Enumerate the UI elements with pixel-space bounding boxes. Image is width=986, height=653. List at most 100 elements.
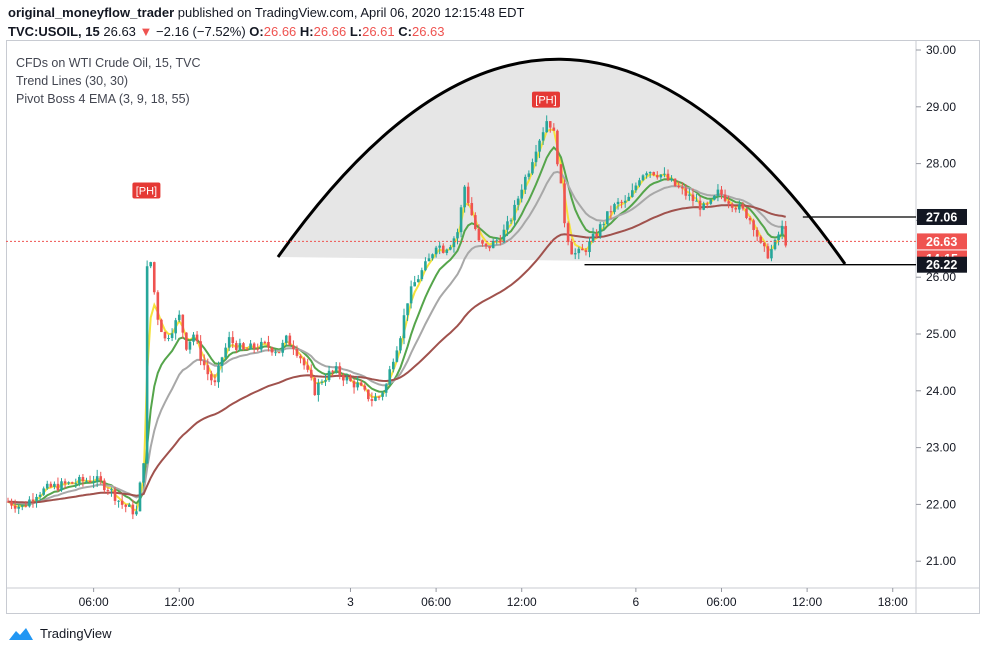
author-name[interactable]: original_moneyflow_trader [8,5,175,20]
candle-body [434,247,438,255]
candle-body [688,194,691,196]
candle-body [570,242,573,255]
candle-body [748,217,752,221]
candle-body [192,334,195,342]
candle-body [31,499,35,502]
publish-line: original_moneyflow_trader published on T… [8,3,524,22]
candle-body [120,500,124,505]
candle-body [256,348,260,350]
pivot-labels: [PH] [PH] [132,91,560,199]
candle-body [631,190,634,197]
candle-body [752,220,755,231]
candle-body [623,200,627,203]
price-tick-label: 25.00 [926,327,956,341]
candle-body [6,501,10,503]
chart-header: original_moneyflow_trader published on T… [8,3,524,41]
time-tick-label: 12:00 [164,595,194,609]
candle-body [573,253,577,255]
candle-body [588,241,591,253]
legend-title[interactable]: CFDs on WTI Crude Oil, 15, TVC [16,56,201,70]
candle-body [552,127,556,131]
candle-body [499,240,502,243]
candle-body [627,196,631,201]
candle-body [427,258,431,262]
candle-body [334,366,338,372]
candle-body [85,480,88,482]
candle-body [295,349,299,356]
candle-body [149,262,152,267]
candle-body [367,389,370,400]
candle-body [259,341,263,350]
candle-body [698,200,702,210]
candle-body [695,200,698,202]
candle-body [481,240,484,244]
candle-body [759,236,763,243]
candle-body [613,204,616,213]
candle-body [28,499,31,507]
candle-body [459,207,463,233]
candle-body [274,352,277,354]
candle-body [730,203,734,208]
candle-body [474,215,477,229]
open-label: O: [249,24,264,39]
price-axis[interactable]: 30.0029.0028.0027.0026.0025.0024.0023.00… [916,43,956,568]
candle-body [745,208,748,218]
candle-body [716,189,720,196]
candle-body [638,180,641,186]
time-axis[interactable]: 06:00 12:00 3 06:00 12:00 6 06:00 12:00 18:00 [79,588,908,609]
candle-body [563,183,566,224]
candle-body [420,270,424,280]
candle-body [227,337,231,348]
candle-body [545,121,548,133]
candle-body [395,350,399,362]
legend-study-ema[interactable]: Pivot Boss 4 EMA (3, 9, 18, 55) [16,92,190,106]
candle-body [566,223,570,243]
candle-body [534,151,538,163]
candle-body [609,211,613,213]
candle-body [185,332,188,350]
legend-study-trendlines[interactable]: Trend Lines (30, 30) [16,74,129,88]
candle-body [416,279,420,283]
pivot-label-text: [PH] [136,186,157,198]
candle-body [449,247,452,250]
candle-body [516,198,520,205]
candle-body [263,341,267,343]
candle-body [188,341,192,350]
candle-body [213,380,217,383]
close-label: C: [398,24,412,39]
candle-body [124,504,128,507]
candle-body [252,343,256,349]
candle-body [495,240,499,242]
candle-body [780,225,784,235]
candle-body [702,203,705,210]
time-tick-label: 3 [347,595,354,609]
candle-body [327,370,331,381]
candle-body [42,488,45,495]
candle-body [152,262,156,293]
candle-body [691,194,695,202]
candle-body [138,482,142,512]
price-tick-label: 21.00 [926,554,956,568]
brand-name[interactable]: TradingView [40,626,112,641]
candle-body [384,384,388,393]
candle-body [484,243,488,247]
footer: TradingView [8,626,112,641]
candle-body [584,250,588,253]
candle-body [92,481,95,483]
candle-body [645,173,648,176]
price-label-text: 26.22 [926,258,957,272]
candle-body [324,380,327,382]
candle-body [67,482,70,484]
down-arrow-icon: ▼ [139,24,153,39]
candle-body [520,189,524,199]
price-tick-label: 30.00 [926,43,956,57]
time-tick-label: 06:00 [421,595,451,609]
candle-body [377,396,381,398]
ohlc-line: TVC:USOIL, 15 26.63 ▼ −2.16 (−7.52%) O:2… [8,22,524,41]
candle-body [655,175,659,178]
price-tick-label: 26.00 [926,270,956,284]
candle-body [523,176,527,190]
candle-body [345,376,349,381]
